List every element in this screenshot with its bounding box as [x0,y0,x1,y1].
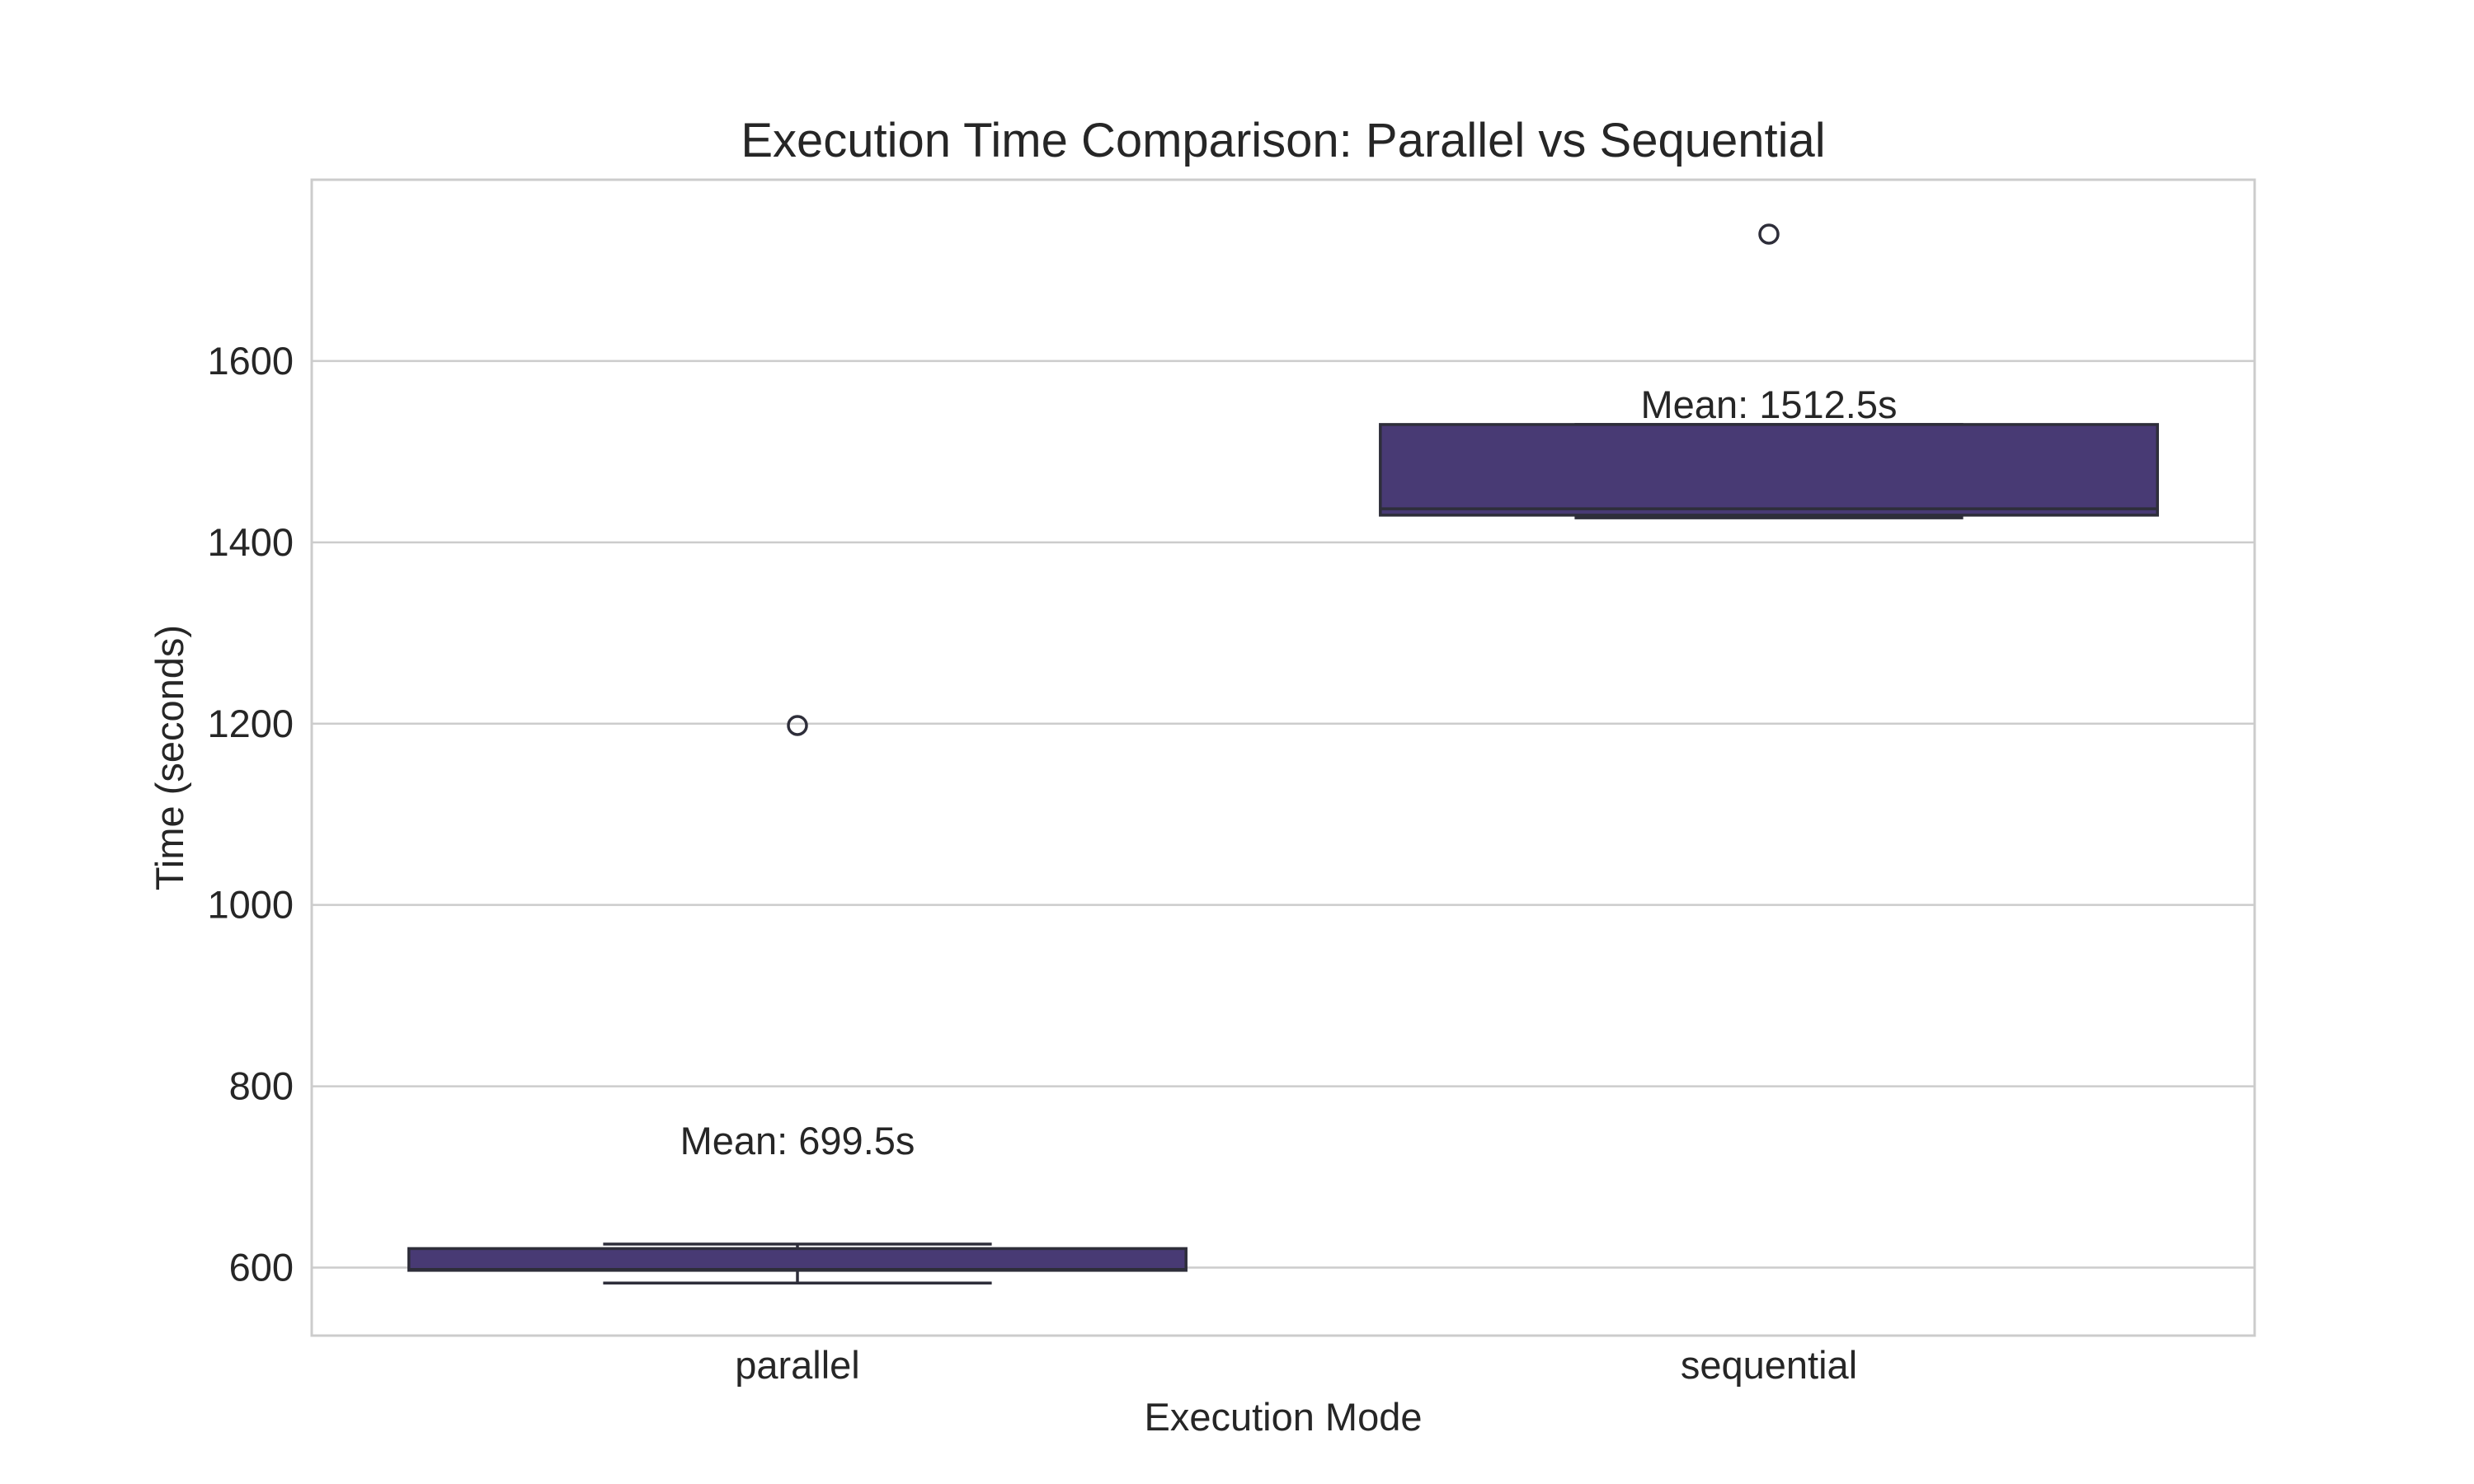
y-tick-label: 1400 [207,520,294,564]
box-group-sequential [1379,223,2159,519]
mean-annotation-parallel: Mean: 699.5s [680,1119,915,1162]
y-tick-label: 1200 [207,702,294,745]
outlier-point [787,715,808,736]
y-tick-labels: 600 800 1000 1200 1400 1600 [207,339,294,1289]
boxes [407,223,2159,1284]
chart-title: Execution Time Comparison: Parallel vs S… [741,114,1825,167]
box-group-parallel [407,715,1188,1284]
outlier-point [1758,223,1780,245]
mean-annotations: Mean: 699.5s Mean: 1512.5s [680,383,1898,1162]
x-tick-label-sequential: sequential [1681,1343,1857,1387]
y-tick-label: 600 [229,1246,294,1289]
y-axis-label: Time (seconds) [148,625,191,890]
grid-lines [312,359,2255,1269]
y-tick-label: 1000 [207,883,294,927]
y-tick-label: 1600 [207,339,294,383]
plot-frame [310,178,2256,1337]
x-axis-label: Execution Mode [1144,1395,1422,1439]
x-tick-labels: parallel sequential [735,1343,1857,1387]
box-sequential [1379,423,2159,517]
mean-annotation-sequential: Mean: 1512.5s [1641,383,1898,426]
box-parallel [407,1247,1188,1272]
x-tick-label-parallel: parallel [735,1343,860,1387]
y-tick-label: 800 [229,1064,294,1108]
